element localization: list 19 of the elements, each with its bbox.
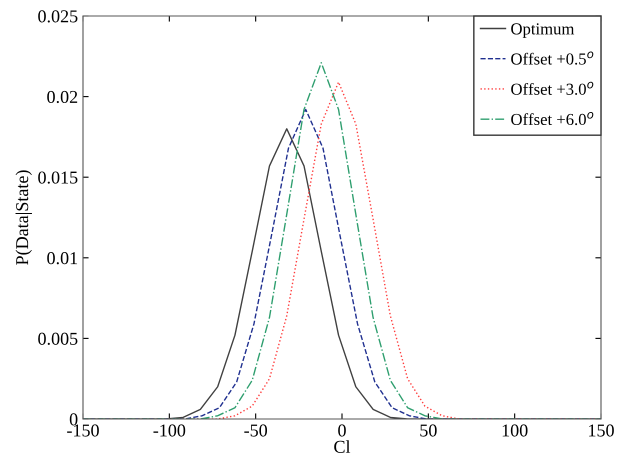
y-tick-label: 0.005 [38,332,78,345]
x-tick-label: 50 [420,424,437,437]
y-tick-label: 0.01 [47,252,78,264]
y-tick-label: 0.025 [38,10,78,23]
y-axis-title: P(Data|State) [16,170,32,265]
legend-label: Offset +6.0$^{o}$ [511,112,594,126]
y-tick-label: 0.02 [47,90,78,104]
x-tick-label: 0 [338,424,346,437]
x-tick-label: -100 [153,424,186,437]
y-tick-label: 0.015 [38,171,78,184]
x-tick-label: 150 [589,424,614,437]
legend-label: Offset +0.5$^{o}$ [511,52,594,65]
y-tick-label: 0 [70,413,78,426]
x-tick-label: 100 [502,424,528,437]
x-axis-title: Cl [334,440,350,453]
x-tick-label: -150 [67,424,99,437]
legend-label: Offset +3.0$^{o}$ [511,82,594,95]
legend-label: Optimum [511,23,574,38]
x-tick-label: -50 [244,424,268,437]
